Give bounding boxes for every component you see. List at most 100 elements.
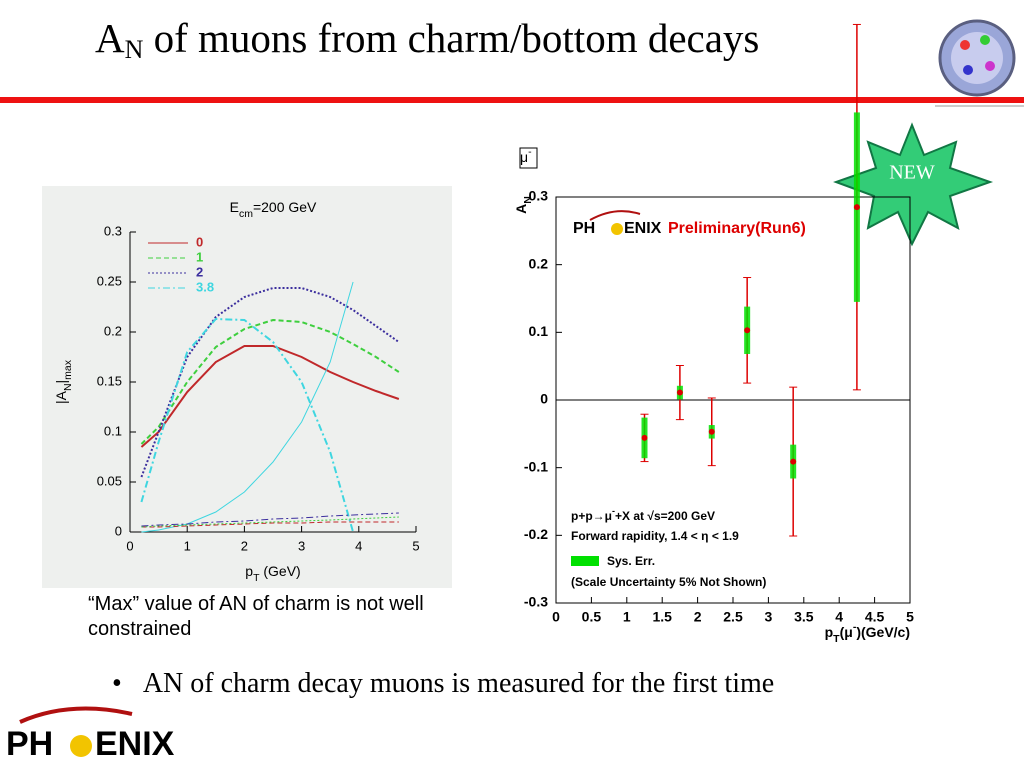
slide-title: AN of muons from charm/bottom decays	[95, 14, 759, 65]
chart-title-part: cm	[239, 208, 253, 220]
chart-title: Ecm=200 GeV	[230, 199, 317, 220]
legend-label: 2	[196, 264, 203, 279]
y-tick-label: 0.1	[529, 323, 549, 339]
x-axis-label-part: -	[853, 621, 857, 633]
series-line	[140, 345, 400, 448]
x-axis-label-part: (GeV)	[259, 563, 300, 579]
annotation-part: -	[612, 506, 615, 516]
title-rest: of muons from charm/bottom decays	[143, 15, 760, 61]
y-axis-label-part: A	[513, 204, 529, 214]
annotation-part: p+p→μ	[571, 509, 612, 523]
series-line	[140, 317, 355, 533]
x-tick-label: 2.5	[723, 609, 743, 625]
x-tick-label: 0	[126, 538, 133, 553]
y-axis-label-part: max	[62, 359, 74, 380]
y-tick-label: 0.2	[529, 255, 549, 271]
x-tick-label: 3	[765, 609, 773, 625]
x-tick-label: 5	[906, 609, 914, 625]
data-point	[744, 327, 751, 334]
x-tick-label: 1	[623, 609, 631, 625]
y-axis-label-part: N	[522, 196, 534, 204]
x-axis-label: pT (GeV)	[245, 563, 300, 584]
marker-label-part: -	[528, 146, 532, 158]
y-tick-label: -0.3	[524, 594, 548, 610]
series-line	[141, 512, 399, 527]
data-point	[790, 458, 797, 465]
x-tick-label: 2	[241, 538, 248, 553]
chart-title-part: E	[230, 199, 239, 215]
data-point	[853, 204, 860, 211]
x-axis-label-part: (μ	[840, 624, 853, 640]
logo-left: PH	[6, 725, 53, 763]
x-tick-label: 2	[694, 609, 702, 625]
phenix-logo: PH ENIX	[6, 706, 175, 763]
y-axis-label-part: N	[62, 383, 74, 391]
marker-box	[519, 147, 538, 169]
title-rule	[0, 97, 1024, 103]
new-badge	[833, 122, 994, 247]
logo-right: ENIX	[624, 220, 662, 237]
logo-right: ENIX	[95, 725, 175, 763]
y-tick-label: 0.25	[97, 273, 122, 288]
bullet-text: AN of charm decay muons is measured for …	[142, 668, 775, 699]
logo-sun	[611, 223, 623, 235]
x-tick-label: 0	[552, 609, 560, 625]
x-axis-label: pT(μ-)(GeV/c)	[825, 621, 910, 645]
bullet: • AN of charm decay muons is measured fo…	[112, 668, 775, 699]
series-line	[140, 318, 400, 445]
x-axis-label-part: T	[833, 633, 840, 645]
annotation: Forward rapidity, 1.4 < η < 1.9	[571, 529, 739, 543]
y-axis-label: AN	[513, 196, 534, 214]
x-tick-label: 3	[298, 538, 305, 553]
sys-legend-swatch	[571, 556, 599, 566]
y-tick-label: 0	[540, 391, 548, 407]
x-tick-label: 0.5	[582, 609, 602, 625]
x-axis-label-part: T	[253, 572, 260, 584]
y-tick-label: -0.1	[524, 458, 548, 474]
annotation-part: (Scale Uncertainty 5% Not Shown)	[571, 575, 766, 589]
x-axis-label-part: p	[825, 624, 834, 640]
x-axis-label-part: p	[245, 563, 253, 579]
legend-label: 1	[196, 249, 203, 264]
marker-label-part: μ	[520, 149, 528, 165]
annotation: p+p→μ-+X at √s=200 GeV	[571, 506, 715, 523]
annotation-part: +X at √s=200 GeV	[615, 509, 715, 523]
annotation: (Scale Uncertainty 5% Not Shown)	[571, 575, 766, 589]
y-tick-label: 0	[115, 523, 122, 538]
data-point	[641, 434, 648, 441]
y-tick-label: 0.05	[97, 473, 122, 488]
title-main: A	[95, 15, 125, 61]
legend-label: 3.8	[196, 279, 214, 294]
x-tick-label: 5	[412, 538, 419, 553]
x-tick-label: 1.5	[652, 609, 672, 625]
x-tick-label: 3.5	[794, 609, 814, 625]
chart-subtitle: Preliminary(Run6)	[668, 220, 806, 237]
y-axis-label: |AN|max	[53, 359, 74, 404]
logo-swoosh	[589, 210, 641, 221]
legend-label: 0	[196, 234, 203, 249]
logo-left: PH	[573, 220, 595, 237]
data-point	[676, 389, 683, 396]
x-tick-label: 1	[184, 538, 191, 553]
caption: “Max” value of AN of charm is not well c…	[88, 593, 424, 640]
x-tick-label: 4.5	[865, 609, 885, 625]
title-sub: N	[124, 35, 144, 64]
y-tick-label: 0.3	[104, 223, 122, 238]
series-line	[141, 516, 399, 528]
y-axis-label-part: |	[53, 380, 69, 384]
x-tick-label: 4	[355, 538, 362, 553]
y-axis-label-part: |A	[53, 390, 69, 404]
badge-text: NEW	[889, 162, 935, 184]
series-line	[141, 521, 399, 528]
globe-icon	[938, 19, 1016, 97]
annotation-part: Forward rapidity, 1.4 < η < 1.9	[571, 529, 739, 543]
sys-legend-label: Sys. Err.	[607, 554, 655, 568]
x-axis-label-part: )(GeV/c)	[856, 624, 910, 640]
y-tick-label: -0.2	[524, 526, 548, 542]
series-line	[141, 281, 354, 533]
y-tick-label: 0.2	[104, 323, 122, 338]
data-point	[708, 428, 715, 435]
marker-label: μ-	[520, 146, 532, 165]
